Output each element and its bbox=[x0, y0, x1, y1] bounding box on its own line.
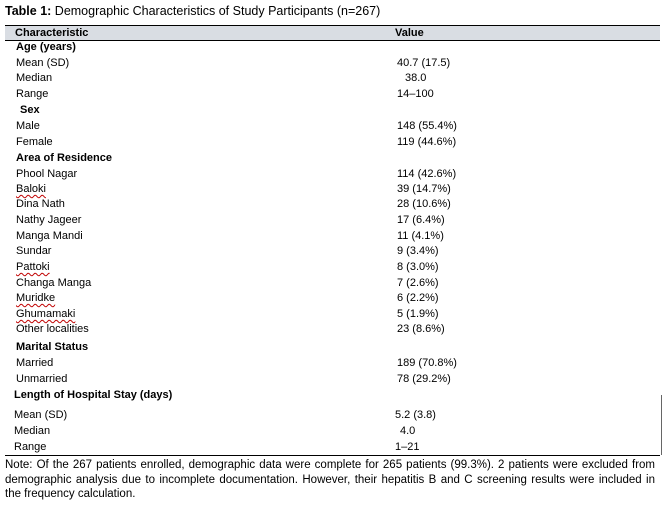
header-characteristic: Characteristic bbox=[15, 27, 89, 39]
row-label: Mean (SD) bbox=[16, 57, 70, 69]
row-label: Married bbox=[16, 357, 54, 369]
table-row: Ghumamaki 5 (1.9%) bbox=[5, 307, 660, 321]
section-row-stay: Length of Hospital Stay (days) bbox=[5, 388, 660, 402]
section-row-age: Age (years) bbox=[5, 40, 660, 54]
section-row-sex: Sex bbox=[5, 103, 660, 117]
table-caption-label: Table 1: bbox=[5, 4, 52, 18]
table-row: Mean (SD) 40.7 (17.5) bbox=[5, 56, 660, 70]
table-row: Sundar 9 (3.4%) bbox=[5, 244, 660, 258]
row-label: Mean (SD) bbox=[14, 409, 68, 421]
row-value: 5 (1.9%) bbox=[397, 308, 439, 320]
table-row: Range 14–100 bbox=[5, 87, 660, 101]
row-value: 40.7 (17.5) bbox=[397, 57, 451, 69]
row-label: Age (years) bbox=[16, 41, 76, 53]
table-caption-text: Demographic Characteristics of Study Par… bbox=[51, 4, 381, 18]
row-value: 17 (6.4%) bbox=[397, 214, 445, 226]
row-label: Unmarried bbox=[16, 373, 68, 385]
row-value: 5.2 (3.8) bbox=[395, 409, 436, 421]
row-value: 11 (4.1%) bbox=[397, 230, 444, 242]
table-row: Pattoki 8 (3.0%) bbox=[5, 260, 660, 274]
row-label: Median bbox=[14, 425, 51, 437]
table-row: Muridke 6 (2.2%) bbox=[5, 291, 660, 305]
row-label: Ghumamaki bbox=[16, 308, 76, 320]
row-label: Area of Residence bbox=[16, 152, 112, 164]
header-value: Value bbox=[395, 27, 424, 39]
row-label: Male bbox=[16, 120, 40, 132]
row-label: Muridke bbox=[16, 292, 56, 304]
table-right-border bbox=[661, 395, 662, 455]
table-row: Nathy Jageer 17 (6.4%) bbox=[5, 213, 660, 227]
row-value: 1–21 bbox=[395, 441, 420, 453]
row-value: 8 (3.0%) bbox=[397, 261, 439, 273]
row-label: Phool Nagar bbox=[16, 168, 78, 180]
table-row: Other localities 23 (8.6%) bbox=[5, 322, 660, 336]
table-row: Baloki 39 (14.7%) bbox=[5, 182, 660, 196]
table-row: Range 1–21 bbox=[5, 440, 660, 454]
row-label: Range bbox=[14, 441, 47, 453]
row-label: Female bbox=[16, 136, 53, 148]
row-label: Range bbox=[16, 88, 49, 100]
row-value: 189 (70.8%) bbox=[397, 357, 457, 369]
row-value: 9 (3.4%) bbox=[397, 245, 439, 257]
row-label: Dina Nath bbox=[16, 198, 65, 210]
row-label: Sundar bbox=[16, 245, 52, 257]
table-row: Median 4.0 bbox=[5, 424, 660, 438]
section-row-marital: Marital Status bbox=[5, 340, 660, 354]
row-label: Median bbox=[16, 72, 53, 84]
table-row: Male 148 (55.4%) bbox=[5, 119, 660, 133]
row-label: Baloki bbox=[16, 183, 46, 195]
table-row: Married 189 (70.8%) bbox=[5, 356, 660, 370]
row-value: 38.0 bbox=[405, 72, 427, 84]
row-label: Marital Status bbox=[16, 341, 89, 353]
row-value: 119 (44.6%) bbox=[397, 136, 457, 148]
row-label: Changa Manga bbox=[16, 277, 92, 289]
row-label: Pattoki bbox=[16, 261, 50, 273]
row-value: 14–100 bbox=[397, 88, 434, 100]
row-value: 148 (55.4%) bbox=[397, 120, 457, 132]
table-bottom-rule bbox=[5, 455, 660, 456]
table-row: Female 119 (44.6%) bbox=[5, 135, 660, 149]
row-value: 39 (14.7%) bbox=[397, 183, 451, 195]
table-row: Unmarried 78 (29.2%) bbox=[5, 372, 660, 386]
row-value: 7 (2.6%) bbox=[397, 277, 439, 289]
section-row-residence: Area of Residence bbox=[5, 151, 660, 165]
table-row: Mean (SD) 5.2 (3.8) bbox=[5, 408, 660, 422]
table-row: Median 38.0 bbox=[5, 71, 660, 85]
table-row: Phool Nagar 114 (42.6%) bbox=[5, 167, 660, 181]
row-value: 114 (42.6%) bbox=[397, 168, 457, 180]
table-row: Manga Mandi 11 (4.1%) bbox=[5, 229, 660, 243]
row-label: Nathy Jageer bbox=[16, 214, 82, 226]
table-caption: Table 1: Demographic Characteristics of … bbox=[5, 3, 380, 19]
row-value: 23 (8.6%) bbox=[397, 323, 445, 335]
row-label: Other localities bbox=[16, 323, 89, 335]
table-header: Characteristic Value bbox=[5, 25, 660, 41]
row-value: 28 (10.6%) bbox=[397, 198, 451, 210]
row-value: 78 (29.2%) bbox=[397, 373, 451, 385]
demographics-table: Characteristic Value Age (years) Mean (S… bbox=[5, 25, 660, 453]
row-value: 4.0 bbox=[400, 425, 416, 437]
row-label: Sex bbox=[20, 104, 40, 116]
row-label: Manga Mandi bbox=[16, 230, 83, 242]
table-row: Changa Manga 7 (2.6%) bbox=[5, 276, 660, 290]
table-row: Dina Nath 28 (10.6%) bbox=[5, 197, 660, 211]
table-note: Note: Of the 267 patients enrolled, demo… bbox=[5, 459, 655, 500]
row-label: Length of Hospital Stay (days) bbox=[14, 389, 173, 401]
row-value: 6 (2.2%) bbox=[397, 292, 439, 304]
